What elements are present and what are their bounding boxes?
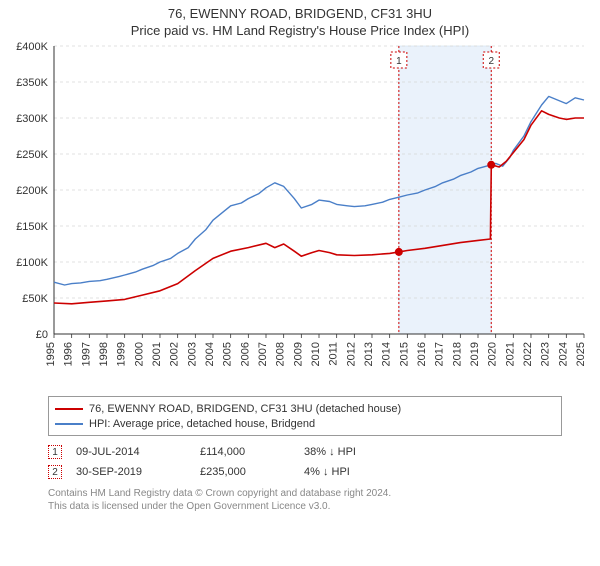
svg-text:2007: 2007 bbox=[257, 342, 269, 366]
svg-text:2016: 2016 bbox=[416, 342, 428, 366]
svg-text:£400K: £400K bbox=[16, 41, 48, 53]
sale-delta: 4% ↓ HPI bbox=[304, 466, 414, 478]
sale-price: £235,000 bbox=[200, 466, 290, 478]
svg-text:£300K: £300K bbox=[16, 113, 48, 125]
svg-text:1995: 1995 bbox=[45, 342, 57, 366]
legend-swatch bbox=[55, 408, 83, 410]
sale-date: 09-JUL-2014 bbox=[76, 446, 186, 458]
svg-text:2008: 2008 bbox=[275, 342, 287, 366]
svg-text:1: 1 bbox=[396, 56, 402, 67]
chart-subtitle: Price paid vs. HM Land Registry's House … bbox=[0, 23, 600, 38]
legend-row: HPI: Average price, detached house, Brid… bbox=[55, 416, 555, 431]
svg-text:1998: 1998 bbox=[98, 342, 110, 366]
svg-text:1997: 1997 bbox=[80, 342, 92, 366]
svg-text:2024: 2024 bbox=[557, 342, 569, 366]
legend-swatch bbox=[55, 423, 83, 425]
svg-text:1996: 1996 bbox=[63, 342, 75, 366]
svg-text:£350K: £350K bbox=[16, 77, 48, 89]
legend-label: HPI: Average price, detached house, Brid… bbox=[89, 418, 315, 430]
svg-text:2017: 2017 bbox=[434, 342, 446, 366]
legend-row: 76, EWENNY ROAD, BRIDGEND, CF31 3HU (det… bbox=[55, 401, 555, 416]
svg-text:2010: 2010 bbox=[310, 342, 322, 366]
svg-text:2000: 2000 bbox=[133, 342, 145, 366]
svg-text:2009: 2009 bbox=[292, 342, 304, 366]
svg-text:2005: 2005 bbox=[222, 342, 234, 366]
svg-text:2021: 2021 bbox=[504, 342, 516, 366]
svg-text:2002: 2002 bbox=[169, 342, 181, 366]
legend: 76, EWENNY ROAD, BRIDGEND, CF31 3HU (det… bbox=[48, 396, 562, 436]
svg-text:2012: 2012 bbox=[345, 342, 357, 366]
svg-text:2015: 2015 bbox=[398, 342, 410, 366]
svg-text:2011: 2011 bbox=[328, 342, 340, 366]
svg-text:£200K: £200K bbox=[16, 185, 48, 197]
svg-text:2006: 2006 bbox=[239, 342, 251, 366]
sales-table: 1 09-JUL-2014 £114,000 38% ↓ HPI 2 30-SEP-201… bbox=[48, 442, 562, 482]
sale-row: 2 30-SEP-2019 £235,000 4% ↓ HPI bbox=[48, 462, 562, 482]
sale-delta: 38% ↓ HPI bbox=[304, 446, 414, 458]
footer-line-2: This data is licensed under the Open Gov… bbox=[48, 501, 562, 514]
chart-container: £0 £50K £100K £150K £200K £250K £300K £350K £400… bbox=[0, 38, 600, 390]
sale-date: 30-SEP-2019 bbox=[76, 466, 186, 478]
svg-text:2025: 2025 bbox=[575, 342, 587, 366]
chart-header: 76, EWENNY ROAD, BRIDGEND, CF31 3HU Pric… bbox=[0, 6, 600, 38]
sale-price: £114,000 bbox=[200, 446, 290, 458]
footer: Contains HM Land Registry data © Crown c… bbox=[48, 488, 562, 513]
svg-text:£150K: £150K bbox=[16, 221, 48, 233]
svg-text:2020: 2020 bbox=[487, 342, 499, 366]
svg-text:£100K: £100K bbox=[16, 257, 48, 269]
svg-text:2001: 2001 bbox=[151, 342, 163, 366]
sale-marker: 2 bbox=[48, 465, 62, 479]
legend-label: 76, EWENNY ROAD, BRIDGEND, CF31 3HU (det… bbox=[89, 403, 401, 415]
svg-text:2022: 2022 bbox=[522, 342, 534, 366]
price-chart: £0 £50K £100K £150K £200K £250K £300K £350K £400… bbox=[0, 38, 600, 390]
sale-marker: 1 bbox=[48, 445, 62, 459]
svg-text:£50K: £50K bbox=[22, 293, 48, 305]
svg-text:2004: 2004 bbox=[204, 342, 216, 366]
svg-text:2014: 2014 bbox=[381, 342, 393, 366]
svg-text:2003: 2003 bbox=[186, 342, 198, 366]
svg-text:£250K: £250K bbox=[16, 149, 48, 161]
svg-text:2018: 2018 bbox=[451, 342, 463, 366]
svg-text:£0: £0 bbox=[36, 329, 48, 341]
svg-text:1999: 1999 bbox=[116, 342, 128, 366]
sale-row: 1 09-JUL-2014 £114,000 38% ↓ HPI bbox=[48, 442, 562, 462]
svg-text:2: 2 bbox=[488, 56, 494, 67]
svg-text:2019: 2019 bbox=[469, 342, 481, 366]
svg-text:2023: 2023 bbox=[540, 342, 552, 366]
footer-line-1: Contains HM Land Registry data © Crown c… bbox=[48, 488, 562, 501]
svg-text:2013: 2013 bbox=[363, 342, 375, 366]
chart-title: 76, EWENNY ROAD, BRIDGEND, CF31 3HU bbox=[0, 6, 600, 21]
